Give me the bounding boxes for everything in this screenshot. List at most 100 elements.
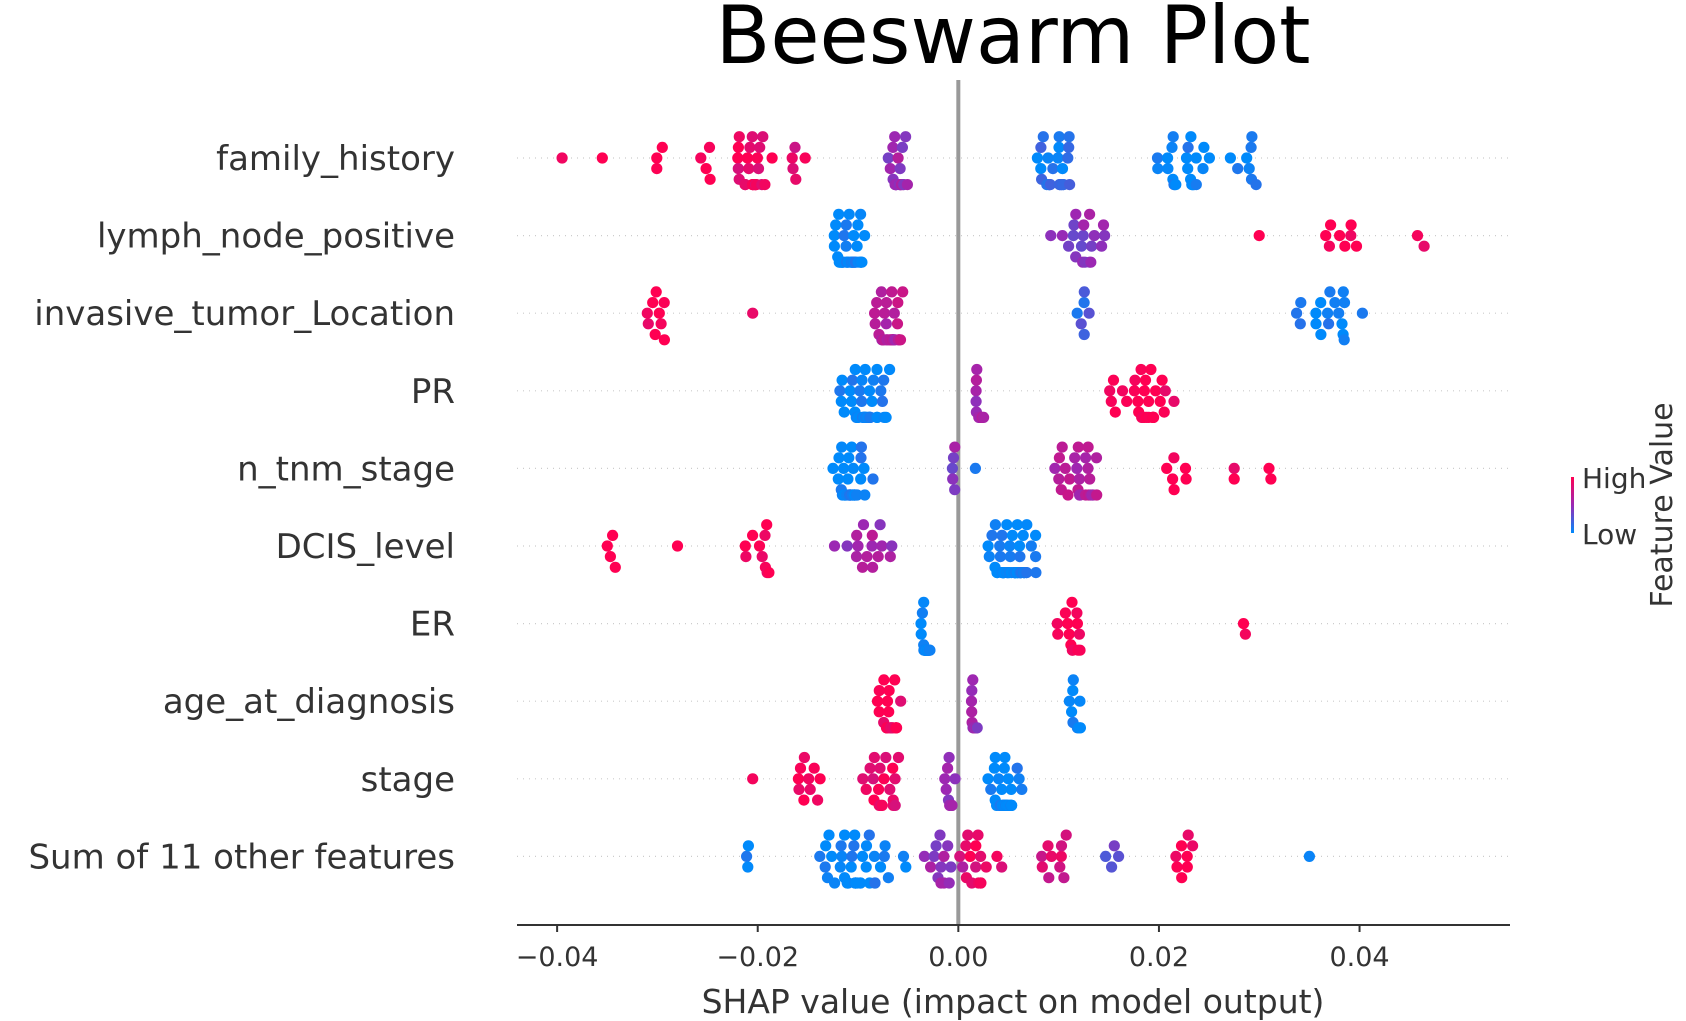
- shap-point: [650, 286, 662, 298]
- shap-point: [1066, 596, 1078, 608]
- shap-point: [1411, 230, 1424, 242]
- shap-point: [1056, 230, 1068, 242]
- shap-point: [1078, 286, 1090, 298]
- shap-point: [649, 328, 661, 341]
- shap-point: [653, 307, 665, 319]
- shap-point: [1151, 152, 1164, 164]
- shap-point: [1035, 163, 1047, 175]
- shap-point: [1006, 799, 1018, 812]
- shap-point: [869, 877, 881, 889]
- shap-point: [838, 462, 850, 474]
- shap-point: [1107, 374, 1120, 386]
- shap-point: [858, 462, 870, 474]
- shap-point: [642, 318, 654, 330]
- shap-point: [873, 783, 885, 796]
- shap-point: [1338, 334, 1350, 346]
- shap-point: [978, 411, 990, 423]
- shap-point: [945, 861, 957, 873]
- shap-point: [1068, 219, 1080, 231]
- shap-point: [1053, 131, 1065, 143]
- shap-point: [1077, 230, 1089, 242]
- shap-point: [855, 452, 867, 464]
- feature-label: Sum of 11 other features: [28, 837, 455, 877]
- shap-point: [601, 540, 613, 552]
- shap-point: [703, 141, 716, 153]
- shap-point: [1162, 163, 1174, 175]
- feature-label: DCIS_level: [276, 527, 455, 567]
- shap-point: [1063, 131, 1075, 143]
- shap-point: [671, 540, 684, 552]
- shap-point: [828, 240, 841, 252]
- shap-point: [651, 163, 663, 175]
- shap-point: [830, 219, 842, 231]
- shap-point: [799, 152, 811, 164]
- shap-point: [1161, 462, 1173, 474]
- shap-point: [985, 783, 997, 796]
- shap-point: [835, 840, 847, 852]
- shap-point: [1323, 240, 1335, 252]
- shap-point: [793, 783, 805, 796]
- shap-point: [826, 850, 838, 863]
- shap-point: [838, 406, 850, 418]
- shap-point: [759, 179, 771, 191]
- shap-point: [833, 452, 845, 464]
- feature-label: PR: [411, 372, 455, 412]
- shap-point: [924, 644, 936, 656]
- shap-point: [1075, 240, 1088, 252]
- shap-point: [789, 141, 801, 153]
- shap-point: [1084, 473, 1096, 485]
- shap-point: [986, 529, 998, 542]
- shap-point: [1105, 395, 1117, 407]
- x-axis-label: SHAP value (impact on model output): [702, 982, 1325, 1021]
- shap-point: [880, 411, 892, 423]
- shap-point: [880, 751, 892, 764]
- shap-point: [896, 141, 909, 153]
- x-tick-label: −0.02: [716, 942, 799, 973]
- shap-point: [1135, 363, 1147, 376]
- shap-point: [1241, 152, 1253, 164]
- shap-point: [849, 363, 861, 376]
- shap-point: [887, 141, 899, 153]
- shap-point: [947, 452, 960, 464]
- feature-labels: family_history lymph_node_positiveinvasiv…: [28, 139, 455, 877]
- shap-point: [971, 363, 983, 376]
- shap-point: [1139, 374, 1152, 386]
- shap-point: [1086, 240, 1098, 252]
- shap-point: [1295, 297, 1307, 309]
- shap-point: [836, 850, 848, 863]
- shap-point: [942, 840, 954, 852]
- shap-point: [1064, 179, 1076, 191]
- shap-point: [871, 363, 883, 376]
- shap-point: [999, 751, 1011, 764]
- shap-point: [1071, 307, 1083, 319]
- shap-point: [747, 307, 759, 319]
- shap-point: [732, 141, 745, 153]
- shap-point: [1067, 674, 1079, 686]
- shap-point: [867, 773, 879, 785]
- shap-point: [1116, 385, 1129, 397]
- colorbar-high-label: High: [1582, 462, 1646, 495]
- shap-point: [988, 762, 1001, 774]
- shap-point: [884, 783, 896, 796]
- shap-point: [1245, 141, 1257, 153]
- shap-point: [1067, 230, 1079, 242]
- shap-point: [1180, 473, 1192, 485]
- shap-point: [965, 695, 978, 707]
- shap-point: [1071, 618, 1083, 630]
- shap-point: [1051, 618, 1063, 630]
- shap-point: [1350, 240, 1363, 252]
- shap-point: [943, 751, 955, 764]
- colorbar-gradient: [1571, 477, 1574, 533]
- shap-point: [982, 540, 994, 552]
- shap-point: [861, 551, 873, 563]
- shap-point: [878, 674, 890, 686]
- shap-point: [842, 473, 854, 485]
- shap-point: [1063, 141, 1075, 153]
- shap-point: [843, 452, 855, 464]
- shap-point: [1084, 208, 1096, 220]
- shap-point: [940, 783, 952, 796]
- shap-point: [949, 773, 961, 785]
- shap-point: [655, 318, 667, 330]
- shap-point: [1042, 152, 1054, 164]
- feature-label: family_history: [216, 139, 455, 179]
